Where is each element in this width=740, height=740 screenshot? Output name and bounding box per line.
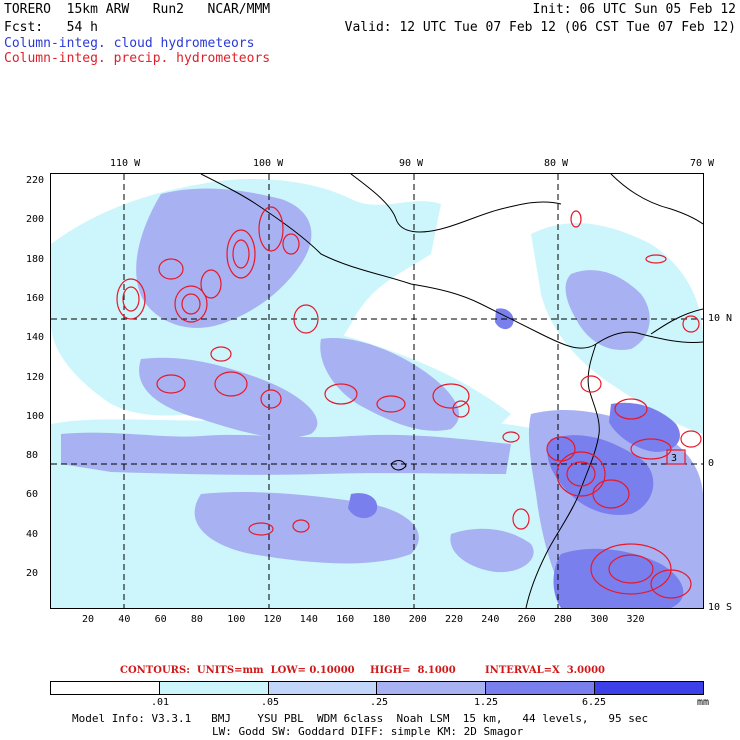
y-tick-label: 60 [26, 489, 39, 501]
y-tick-label: 40 [26, 528, 39, 540]
colorbar-label-0: .01 [151, 697, 170, 708]
x-tick-label: 300 [590, 614, 609, 625]
precip-contours [116, 206, 702, 599]
contours-units: CONTOURS: UNITS=mm LOW= 0.10000 [120, 665, 355, 676]
y-tick-label: 100 [26, 410, 45, 422]
y-tick-label: 140 [26, 332, 45, 344]
colorbar-segment [595, 682, 703, 694]
x-tick-label: 40 [118, 614, 131, 625]
map-gridlines [51, 174, 703, 608]
map-canvas: 3 [51, 173, 704, 609]
x-tick-label: 200 [408, 614, 427, 625]
lon-label-80w: 80 W [544, 158, 569, 169]
colorbar-segment [486, 682, 596, 694]
colorbar-label-1: .05 [261, 697, 280, 708]
x-tick-label: 100 [227, 614, 246, 625]
forecast-hour: Fcst: 54 h [4, 20, 98, 35]
y-tick-label: 160 [26, 292, 45, 304]
x-tick-label: 240 [481, 614, 500, 625]
colorbar-label-4: 6.25 [582, 697, 607, 708]
x-tick-label: 180 [372, 614, 391, 625]
x-tick-label: 60 [154, 614, 167, 625]
x-tick-label: 140 [299, 614, 318, 625]
y-tick-label: 20 [26, 568, 39, 579]
x-tick-label: 20 [82, 614, 95, 625]
colorbar-segment [51, 682, 160, 694]
x-tick-label: 80 [190, 614, 203, 625]
lat-label-0: 0 [708, 458, 715, 469]
x-tick-label: 280 [553, 614, 572, 625]
colorbar [50, 681, 704, 695]
model-physics: LW: Godd SW: Goddard DIFF: simple KM: 2D… [212, 725, 524, 738]
colorbar-segment [159, 682, 269, 694]
legend-cloud-hydrometeors: Column-integ. cloud hydrometeors [4, 36, 255, 51]
x-tick-label: 320 [626, 614, 645, 625]
x-tick-label: 120 [263, 614, 282, 625]
map-panel: 3 [50, 173, 704, 609]
colorbar-label-3: 1.25 [474, 697, 499, 708]
y-tick-label: 80 [26, 450, 39, 462]
colorbar-units: mm [697, 697, 710, 708]
y-tick-label: 180 [26, 253, 45, 265]
highlight-label: 3 [671, 453, 677, 464]
lat-label-10n: 10 N [708, 313, 733, 324]
x-tick-label: 220 [445, 614, 464, 625]
lat-label-10s: 10 S [708, 602, 733, 613]
x-tick-label: 160 [336, 614, 355, 625]
y-tick-label: 120 [26, 371, 45, 383]
lon-label-100w: 100 W [253, 158, 284, 169]
lon-label-110w: 110 W [110, 158, 141, 169]
valid-time: Valid: 12 UTC Tue 07 Feb 12 (06 CST Tue … [344, 20, 736, 35]
contours-high: HIGH= 8.1000 [370, 665, 456, 676]
model-info: Model Info: V3.3.1 BMJ YSU PBL WDM 6clas… [72, 712, 649, 725]
lon-label-70w: 70 W [690, 158, 715, 169]
x-tick-label: 260 [517, 614, 536, 625]
coastlines [200, 173, 704, 609]
model-title: TORERO 15km ARW Run2 NCAR/MMM [4, 2, 271, 17]
lon-label-90w: 90 W [399, 158, 424, 169]
colorbar-label-2: .25 [370, 697, 389, 708]
y-tick-label: 220 [26, 175, 45, 186]
contours-interval: INTERVAL=X 3.0000 [485, 665, 605, 676]
legend-precip-hydrometeors: Column-integ. precip. hydrometeors [4, 51, 271, 66]
colorbar-segment [377, 682, 487, 694]
init-time: Init: 06 UTC Sun 05 Feb 12 [532, 2, 737, 17]
y-tick-label: 200 [26, 214, 45, 226]
colorbar-segment [268, 682, 378, 694]
